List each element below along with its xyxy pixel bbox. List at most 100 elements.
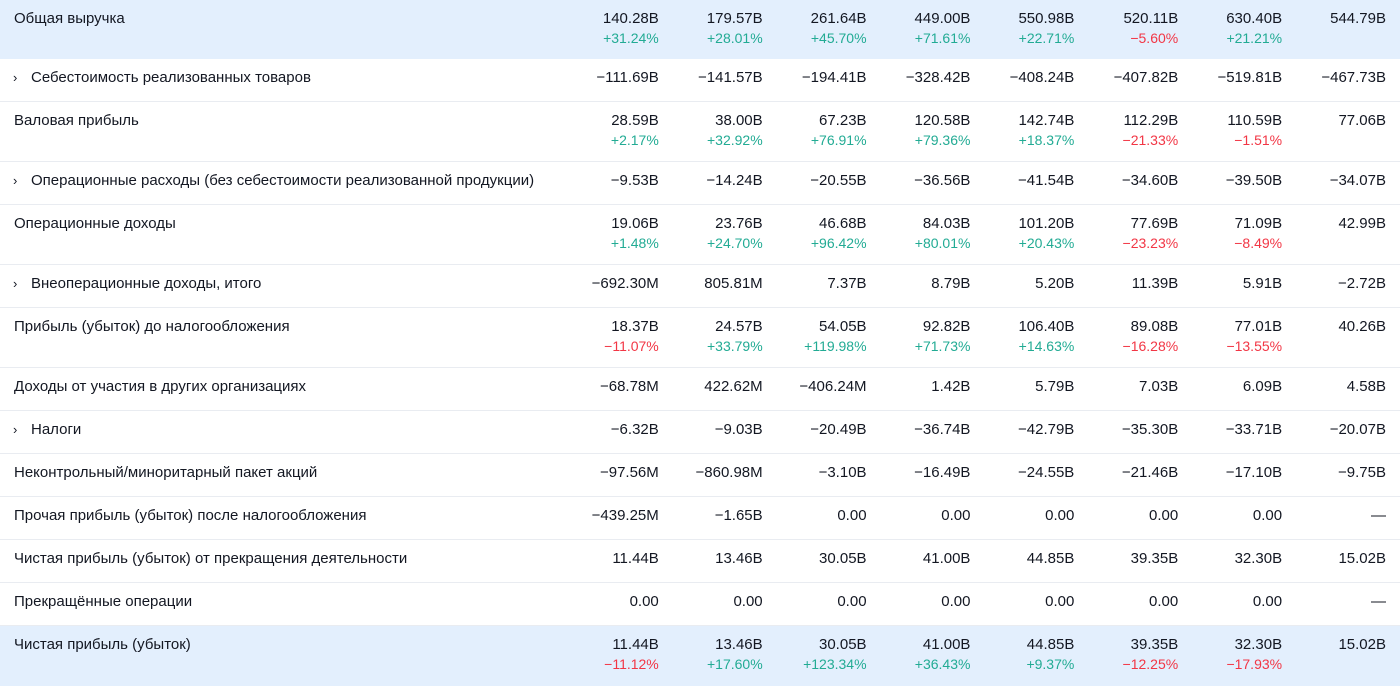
cell-value: −20.49B [810, 421, 867, 438]
chevron-right-icon[interactable]: › [13, 173, 18, 188]
cell-change-percent: +71.73% [914, 338, 971, 354]
cell-value: 0.00 [1149, 507, 1179, 524]
table-cell: 6.09B [1192, 379, 1296, 395]
table-cell: 520.11B −5.60% [1088, 10, 1192, 47]
table-cell: −692.30M [569, 276, 673, 292]
table-cell: −20.07B [1296, 422, 1400, 438]
cell-value: 0.00 [941, 507, 971, 524]
cell-value: −467.73B [1321, 69, 1386, 86]
table-cell: 106.40B +14.63% [984, 319, 1088, 355]
table-cell: −328.42B [881, 70, 985, 86]
table-cell: 84.03B +80.01% [881, 215, 985, 252]
expandable-table-row[interactable]: › Операционные расходы (без себестоимости… [0, 162, 1400, 205]
cell-change-percent: −11.12% [604, 656, 659, 672]
table-row: Прекращённые операции 0.00 0.00 0.00 0.00 0.0… [0, 583, 1400, 626]
row-label-text: Чистая прибыль (убыток) от прекращения д… [14, 550, 408, 567]
table-cell: 544.79B [1296, 11, 1400, 46]
table-cell: −16.49B [881, 465, 985, 481]
table-cell: 5.79B [984, 379, 1088, 395]
cell-change-percent: +33.79% [706, 338, 763, 354]
expandable-table-row[interactable]: › Налоги −6.32B −9.03B −20.49B −36.74B −42.79B… [0, 411, 1400, 454]
cell-value: 46.68B [819, 215, 867, 232]
table-cell: −39.50B [1192, 173, 1296, 189]
table-cell: 110.59B −1.51% [1192, 113, 1296, 149]
table-cell: −33.71B [1192, 422, 1296, 438]
cell-value: 54.05B [819, 318, 867, 335]
table-cell: 89.08B −16.28% [1088, 318, 1192, 355]
cell-change-percent: +2.17% [610, 132, 659, 148]
table-cell: 54.05B +119.98% [777, 318, 881, 355]
cell-value: 84.03B [922, 215, 971, 232]
table-cell: 28.59B +2.17% [569, 113, 673, 149]
row-label[interactable]: › Налоги [0, 422, 569, 438]
cell-value: 0.00 [1045, 593, 1075, 610]
cell-value: 422.62M [704, 378, 763, 395]
table-cell: 0.00 [881, 508, 985, 524]
table-cell: 142.74B +18.37% [984, 112, 1088, 149]
cell-value: 112.29B [1123, 112, 1179, 129]
cell-value: −9.03B [714, 421, 763, 438]
table-row: Чистая прибыль (убыток) 11.44B −11.12% 13.4… [0, 626, 1400, 686]
cell-value: 13.46B [715, 636, 763, 653]
table-cell: 7.03B [1088, 379, 1192, 395]
cell-value: 520.11B [1123, 10, 1179, 27]
cell-change-percent: +45.70% [810, 30, 867, 46]
cell-change-percent: −11.07% [604, 338, 659, 354]
cell-value: 32.30B [1234, 550, 1283, 567]
table-cell: 0.00 [881, 594, 985, 610]
cell-value: 805.81M [704, 275, 763, 292]
table-cell: −20.55B [777, 173, 881, 189]
cell-value: — [1371, 593, 1386, 610]
cell-change-percent: +76.91% [810, 132, 867, 148]
row-label-text: Неконтрольный/миноритарный пакет акций [14, 464, 318, 481]
cell-value: −408.24B [1009, 69, 1075, 86]
cell-change-percent: +18.37% [1018, 132, 1075, 148]
cell-value: −2.72B [1338, 275, 1386, 292]
cell-value: 41.00B [922, 636, 971, 653]
row-label-text: Операционные доходы [14, 215, 176, 232]
chevron-right-icon[interactable]: › [13, 276, 18, 291]
cell-value: −692.30M [591, 275, 659, 292]
table-cell: 0.00 [1192, 594, 1296, 610]
table-cell: −24.55B [984, 465, 1088, 481]
table-cell: −97.56M [569, 465, 673, 481]
cell-value: 1.42B [931, 378, 971, 395]
table-cell: 261.64B +45.70% [777, 11, 881, 47]
table-cell: −2.72B [1296, 276, 1400, 292]
table-cell: −36.56B [881, 173, 985, 189]
cell-value: 89.08B [1130, 318, 1179, 335]
row-label[interactable]: › Операционные расходы (без себестоимости… [0, 173, 569, 189]
row-label[interactable]: › Внеоперационные доходы, итого [0, 276, 569, 292]
cell-value: 39.35B [1130, 550, 1179, 567]
table-cell: 0.00 [1192, 508, 1296, 524]
chevron-right-icon[interactable]: › [13, 70, 18, 85]
cell-value: −34.60B [1121, 172, 1179, 189]
cell-value: 0.00 [941, 593, 971, 610]
cell-value: 18.37B [611, 318, 659, 335]
cell-change-percent: +31.24% [603, 30, 659, 46]
table-cell: 0.00 [984, 508, 1088, 524]
cell-change-percent: −16.28% [1122, 338, 1179, 354]
cell-value: 30.05B [819, 636, 867, 653]
row-label-text: Налоги [31, 421, 82, 438]
row-label[interactable]: › Себестоимость реализованных товаров [0, 70, 569, 86]
chevron-right-icon[interactable]: › [13, 422, 18, 437]
cell-value: −42.79B [1018, 421, 1075, 438]
cell-value: −35.30B [1121, 421, 1179, 438]
table-cell: 0.00 [984, 594, 1088, 610]
cell-value: −1.65B [714, 507, 763, 524]
row-label: Чистая прибыль (убыток) от прекращения д… [0, 551, 569, 567]
row-label-text: Чистая прибыль (убыток) [14, 636, 191, 653]
cell-value: 77.01B [1234, 318, 1283, 335]
cell-change-percent: −1.51% [1234, 132, 1283, 148]
row-label-text: Внеоперационные доходы, итого [31, 275, 262, 292]
cell-value: −20.07B [1329, 421, 1386, 438]
cell-value: 142.74B [1018, 112, 1075, 129]
expandable-table-row[interactable]: › Себестоимость реализованных товаров −111… [0, 59, 1400, 102]
table-cell: −6.32B [569, 422, 673, 438]
expandable-table-row[interactable]: › Внеоперационные доходы, итого −692.30M 80… [0, 265, 1400, 308]
table-cell: 32.30B [1192, 551, 1296, 567]
cell-value: 40.26B [1338, 318, 1386, 335]
table-cell: 41.00B [881, 551, 985, 567]
cell-value: −406.24M [799, 378, 867, 395]
